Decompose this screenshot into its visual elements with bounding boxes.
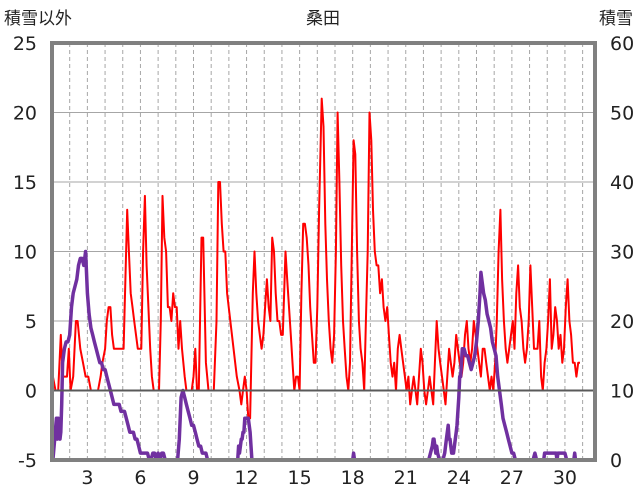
x-tick-label: 15 <box>288 467 312 489</box>
left-tick-label: 15 <box>13 172 37 194</box>
left-axis-label: 積雪以外 <box>4 9 72 29</box>
right-tick-label: 60 <box>610 33 634 55</box>
x-tick-label: 30 <box>553 467 577 489</box>
right-tick-label: 30 <box>610 242 634 264</box>
series-line-1 <box>51 97 580 420</box>
plot-frame <box>50 41 597 462</box>
plot-border <box>50 41 597 462</box>
left-tick-label: 0 <box>25 381 37 403</box>
tick-labels: -5 0 5 10 15 20 25 0 10 20 30 40 50 60 3 6 9 12 15 18 21 24 27… <box>13 33 634 489</box>
x-tick-label: 18 <box>341 467 365 489</box>
chart-title: 桑田 <box>306 9 340 29</box>
x-tick-label: 3 <box>81 467 93 489</box>
x-tick-label: 24 <box>447 467 471 489</box>
series-line-2 <box>51 249 578 462</box>
right-tick-label: 0 <box>610 450 622 472</box>
series-lines <box>51 97 580 462</box>
left-tick-label: 5 <box>25 311 37 333</box>
right-tick-label: 20 <box>610 311 634 333</box>
left-tick-label: 10 <box>13 242 37 264</box>
left-tick-label: 25 <box>13 33 37 55</box>
x-tick-label: 6 <box>134 467 146 489</box>
x-tick-label: 9 <box>187 467 199 489</box>
left-tick-label: 20 <box>13 103 37 125</box>
grid-lines <box>52 43 595 460</box>
x-tick-label: 27 <box>500 467 524 489</box>
right-tick-label: 10 <box>610 381 634 403</box>
right-axis-label: 積雪 <box>599 9 633 29</box>
right-tick-label: 50 <box>610 103 634 125</box>
left-tick-label: -5 <box>18 450 37 472</box>
x-tick-label: 21 <box>394 467 418 489</box>
right-tick-label: 40 <box>610 172 634 194</box>
x-tick-label: 12 <box>234 467 258 489</box>
